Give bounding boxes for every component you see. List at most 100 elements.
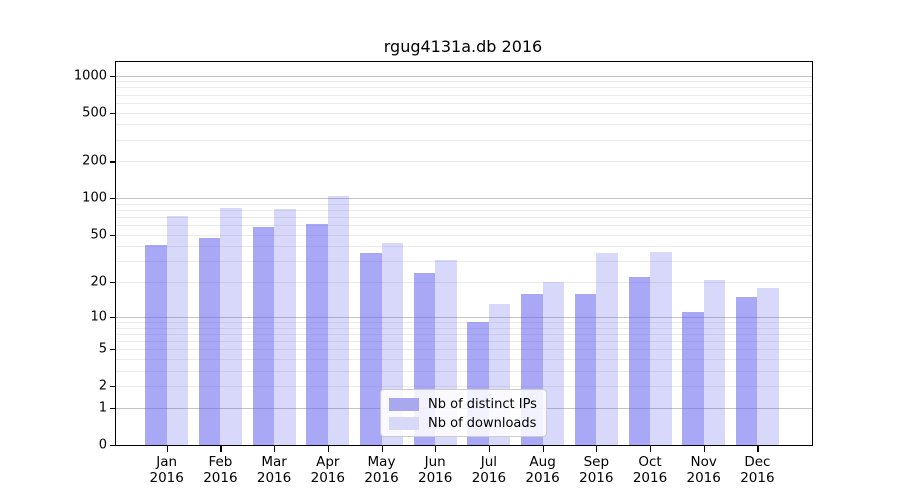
- gridline-minor-50: [116, 234, 812, 236]
- y-tick-50: [110, 234, 116, 236]
- x-tick-label-aug: Aug 2016: [525, 454, 560, 486]
- gridline-minor-700: [116, 94, 812, 96]
- bar-nb-of-distinct-ips-dec: [735, 296, 758, 445]
- x-tick-may: [381, 446, 383, 452]
- x-tick-jul: [488, 446, 491, 452]
- gridline-major-1000: [116, 75, 812, 77]
- gridline-major-10: [116, 316, 812, 318]
- y-tick-2: [110, 386, 116, 388]
- y-tick-0: [110, 445, 116, 447]
- y-tick-5: [110, 349, 116, 351]
- legend-swatch-downloads: [389, 417, 419, 430]
- bar-nb-of-distinct-ips-nov: [682, 312, 704, 445]
- gridline-minor-90: [116, 203, 812, 205]
- gridline-minor-30: [116, 261, 812, 263]
- gridline-minor-900: [116, 81, 812, 83]
- bar-nb-of-distinct-ips-apr: [306, 224, 328, 445]
- x-tick-mar: [274, 446, 276, 452]
- y-tick-10: [110, 316, 116, 318]
- legend: Nb of distinct IPs Nb of downloads: [380, 389, 547, 437]
- legend-row-distinct-ips: Nb of distinct IPs: [389, 395, 538, 414]
- x-tick-sep: [596, 446, 598, 452]
- gridline-minor-300: [116, 139, 812, 141]
- y-tick-label-500: 500: [82, 105, 107, 120]
- y-tick-label-200: 200: [82, 153, 107, 169]
- y-tick-label-2: 2: [98, 378, 107, 394]
- x-tick-label-sep: Sep 2016: [579, 454, 614, 486]
- x-tick-jan: [166, 446, 168, 452]
- gridline-minor-2: [116, 386, 812, 388]
- x-tick-jun: [435, 446, 437, 452]
- x-tick-label-feb: Feb 2016: [203, 454, 238, 486]
- gridline-minor-7: [116, 333, 812, 335]
- y-tick-1: [110, 407, 116, 410]
- gridline-minor-20: [116, 282, 812, 284]
- gridline-minor-40: [116, 246, 812, 248]
- bar-nb-of-downloads-mar: [274, 208, 296, 445]
- gridline-minor-60: [116, 225, 812, 227]
- y-tick-label-5: 5: [98, 341, 107, 357]
- gridline-minor-800: [116, 87, 812, 89]
- gridline-minor-6: [116, 340, 812, 342]
- x-tick-label-jun: Jun 2016: [418, 454, 453, 486]
- bar-nb-of-downloads-nov: [703, 279, 726, 445]
- legend-label-distinct-ips: Nb of distinct IPs: [428, 397, 537, 412]
- x-tick-feb: [220, 446, 222, 452]
- plot-area: 0 1 2 5 10 20 50 100 200 500 1000 Jan 2016 Feb 2016 M…: [74, 61, 813, 486]
- gridline-minor-9: [116, 321, 812, 323]
- y-tick-200: [110, 161, 116, 163]
- bar-nb-of-downloads-sep: [596, 253, 618, 445]
- chart-title: rgug4131a.db 2016: [383, 37, 543, 56]
- x-tick-label-jan: Jan 2016: [149, 454, 184, 486]
- x-tick-label-nov: Nov 2016: [686, 454, 721, 486]
- x-tick-label-oct: Oct 2016: [632, 454, 668, 486]
- bar-nb-of-downloads-feb: [220, 208, 242, 445]
- x-tick-label-may: May 2016: [364, 454, 399, 486]
- gridline-minor-400: [116, 124, 812, 126]
- x-tick-label-mar: Mar 2016: [256, 454, 292, 486]
- bar-nb-of-downloads-jan: [166, 215, 189, 445]
- y-tick-label-10: 10: [90, 309, 107, 325]
- y-tick-label-20: 20: [90, 274, 107, 290]
- legend-row-downloads: Nb of downloads: [389, 414, 538, 433]
- bar-nb-of-downloads-dec: [757, 287, 779, 445]
- bar-nb-of-distinct-ips-jan: [145, 245, 167, 445]
- y-tick-100: [110, 198, 116, 200]
- y-tick-label-1000: 1000: [73, 68, 107, 83]
- bar-nb-of-distinct-ips-mar: [252, 226, 275, 445]
- gridline-minor-4: [116, 358, 812, 360]
- y-tick-1000: [110, 75, 116, 77]
- x-tick-label-dec: Dec 2016: [740, 454, 775, 486]
- legend-label-downloads: Nb of downloads: [428, 416, 537, 431]
- gridline-minor-500: [116, 112, 812, 114]
- x-tick-apr: [327, 446, 329, 452]
- x-tick-label-apr: Apr 2016: [310, 454, 345, 486]
- legend-swatch-distinct-ips: [389, 398, 419, 411]
- gridline-minor-5: [116, 349, 812, 351]
- y-tick-label-0: 0: [98, 437, 107, 453]
- gridline-minor-70: [116, 217, 812, 218]
- x-tick-nov: [703, 446, 705, 452]
- gridline-minor-200: [116, 161, 812, 163]
- bar-nb-of-downloads-apr: [327, 195, 350, 445]
- y-tick-500: [110, 112, 116, 114]
- x-tick-label-jul: Jul 2016: [471, 454, 507, 486]
- y-tick-label-50: 50: [90, 227, 107, 243]
- gridline-minor-80: [116, 210, 812, 211]
- bar-nb-of-distinct-ips-oct: [628, 277, 650, 445]
- gridline-minor-3: [116, 370, 812, 372]
- x-tick-aug: [542, 446, 544, 452]
- bar-nb-of-distinct-ips-feb: [198, 238, 221, 445]
- gridline-minor-600: [116, 102, 812, 104]
- x-tick-dec: [757, 446, 759, 452]
- gridline-major-100: [116, 198, 812, 200]
- y-tick-label-100: 100: [82, 190, 107, 206]
- gridline-minor-8: [116, 327, 812, 329]
- bar-nb-of-downloads-oct: [650, 251, 672, 445]
- y-tick-label-1: 1: [98, 400, 107, 416]
- x-tick-oct: [650, 446, 652, 452]
- bar-nb-of-distinct-ips-sep: [574, 293, 597, 445]
- bar-nb-of-downloads-aug: [542, 282, 565, 445]
- bar-nb-of-distinct-ips-may: [360, 253, 382, 445]
